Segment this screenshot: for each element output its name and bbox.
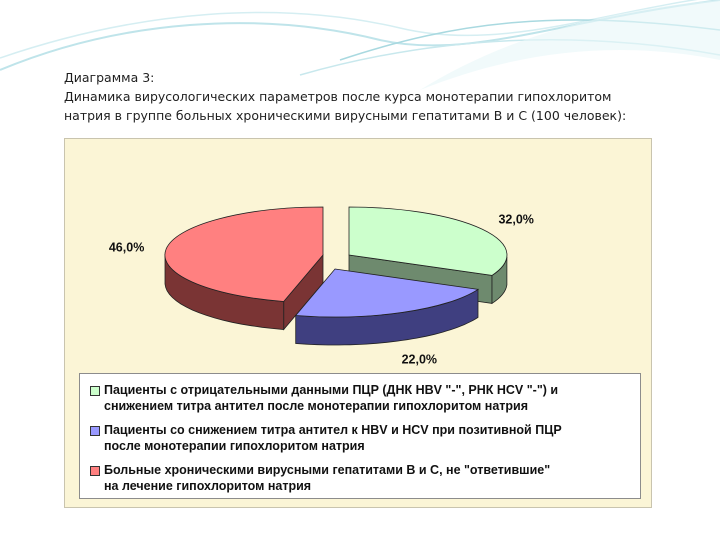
pie-labels: 32,0% 22,0% 46,0% <box>109 213 534 367</box>
slice-blue-label: 22,0% <box>402 353 437 367</box>
legend-swatch-green <box>90 386 100 396</box>
chart-area: 32,0% 22,0% 46,0% Пациенты с отрицательным… <box>64 138 652 508</box>
decorative-swirl <box>0 0 720 90</box>
slice-red-top <box>164 206 324 302</box>
legend-line: после монотерапии гипохлоритом натрия <box>104 439 365 453</box>
legend-line: снижением титра антител после монотерапи… <box>104 399 529 413</box>
pie-tops <box>164 206 508 318</box>
chart-legend: Пациенты с отрицательными данными ПЦР (Д… <box>79 373 641 499</box>
legend-swatch-red <box>90 466 100 476</box>
legend-text-2: Пациенты со снижением титра антител к HB… <box>104 422 634 454</box>
legend-line: Больные хроническими вирусными гепатитам… <box>104 463 551 477</box>
heading-line-2: Динамика вирусологических параметров пос… <box>64 89 612 104</box>
legend-swatch-blue <box>90 426 100 436</box>
legend-line: Пациенты с отрицательными данными ПЦР (Д… <box>104 383 559 397</box>
legend-line: Пациенты со снижением титра антител к HB… <box>104 423 562 437</box>
slice-green-label: 32,0% <box>498 213 533 227</box>
slice-green-top <box>348 206 508 276</box>
pie-chart: 32,0% 22,0% 46,0% <box>109 206 534 367</box>
slice-blue-top <box>294 268 480 318</box>
chart-heading: Диаграмма 3: Динамика вирусологических п… <box>64 68 664 125</box>
legend-text-1: Пациенты с отрицательными данными ПЦР (Д… <box>104 382 634 414</box>
legend-text-3: Больные хроническими вирусными гепатитам… <box>104 462 634 494</box>
heading-line-1: Диаграмма 3: <box>64 70 155 85</box>
slice-red-label: 46,0% <box>109 241 144 255</box>
heading-line-3: натрия в группе больных хроническими вир… <box>64 108 627 123</box>
legend-line: на лечение гипохлоритом натрия <box>104 479 312 493</box>
